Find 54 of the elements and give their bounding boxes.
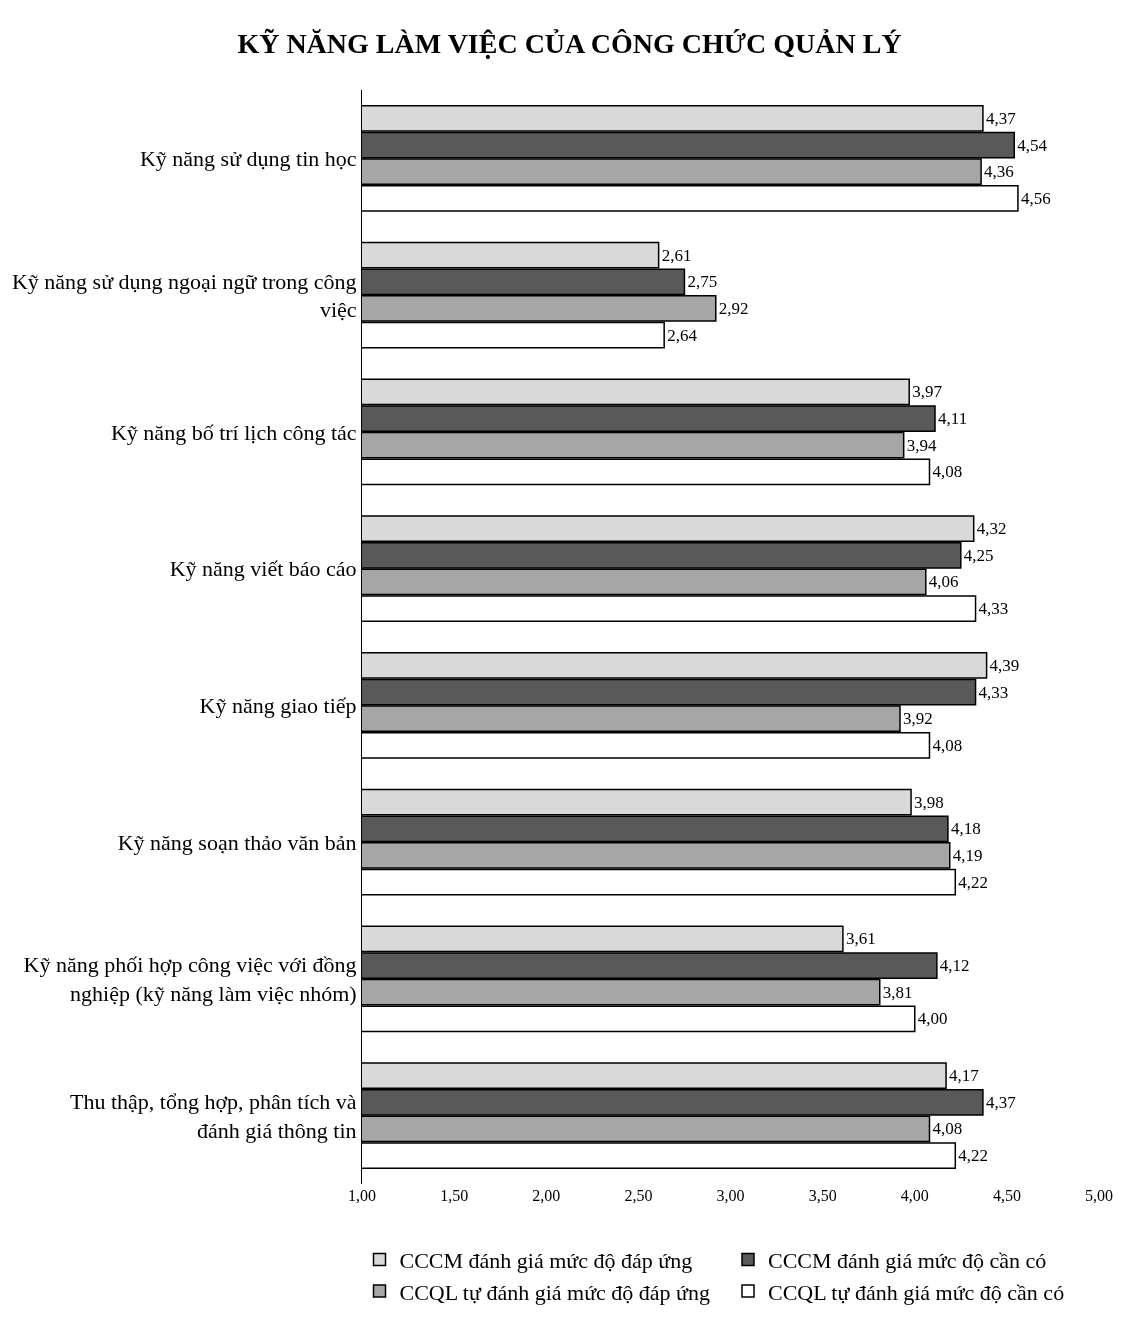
data-label: 4,33 (978, 599, 1009, 619)
x-tick-label: 3,50 (808, 1187, 837, 1204)
y-tick-label: Kỹ năng sử dụng ngoại ngữ trong công việc (11, 268, 357, 323)
x-tick-label: 4,50 (992, 1187, 1021, 1204)
data-label: 4,36 (984, 162, 1014, 182)
data-label: 3,97 (912, 382, 943, 402)
y-tick-label: Kỹ năng sử dụng tin học (139, 146, 357, 172)
data-label: 4,00 (917, 1009, 948, 1029)
x-tick-label: 2,50 (624, 1187, 653, 1204)
legend-label: CCQL tự đánh giá mức độ cần có (768, 1279, 1065, 1305)
data-label: 2,75 (687, 272, 718, 292)
x-tick-label: 3,00 (716, 1187, 745, 1204)
data-label: 4,08 (932, 1119, 963, 1139)
x-tick-label: 2,00 (532, 1187, 561, 1204)
y-tick-label: Kỹ năng giao tiếp (199, 693, 357, 719)
data-label: 4,37 (985, 1092, 1017, 1112)
chart-title: KỸ NĂNG LÀM VIỆC CỦA CÔNG CHỨC QUẢN LÝ (237, 27, 902, 59)
x-tick-label: 1,00 (348, 1187, 376, 1204)
data-label: 4,33 (978, 682, 1009, 702)
data-label: 4,08 (932, 462, 963, 482)
data-label: 4,22 (958, 872, 989, 892)
data-label: 4,22 (958, 1146, 989, 1166)
x-tick-label: 1,50 (440, 1187, 469, 1204)
data-label: 4,32 (976, 519, 1007, 539)
data-label: 4,25 (963, 545, 994, 565)
data-label: 2,64 (667, 325, 698, 345)
data-label: 2,92 (718, 298, 749, 318)
data-label: 3,94 (906, 435, 937, 455)
data-label: 4,18 (950, 819, 981, 839)
legend-label: CCCM đánh giá mức độ cần có (768, 1248, 1047, 1274)
data-label: 4,19 (952, 845, 983, 865)
data-label: 4,56 (1020, 188, 1051, 208)
data-label: 4,08 (932, 735, 963, 755)
legend-label: CCQL tự đánh giá mức độ đáp ứng (399, 1279, 711, 1305)
data-label: 4,39 (989, 655, 1020, 675)
data-label: 3,98 (914, 792, 944, 812)
data-label: 3,61 (845, 929, 876, 949)
x-tick-label: 4,00 (900, 1187, 929, 1204)
y-tick-label: Thu thập, tổng hợp, phân tích và đánh giá thông tin (70, 1089, 357, 1143)
data-label: 3,92 (903, 709, 933, 729)
x-tick-label: 5,00 (1085, 1187, 1113, 1204)
data-label: 3,81 (882, 982, 913, 1002)
data-label: 4,37 (985, 108, 1017, 128)
y-tick-label: Kỹ năng bố trí lịch công tác (110, 419, 357, 445)
y-tick-label: Kỹ năng phối hợp công việc với đồng nghiệp (kỹ năng làm việc nhóm) (23, 952, 357, 1006)
data-label: 4,17 (949, 1066, 980, 1086)
y-tick-label: Kỹ năng viết báo cáo (169, 556, 357, 582)
data-label: 4,12 (939, 956, 970, 976)
data-label: 2,61 (661, 245, 692, 265)
legend-label: CCCM đánh giá mức độ đáp ứng (399, 1248, 693, 1274)
data-label: 4,54 (1017, 135, 1048, 155)
data-label: 4,11 (938, 409, 968, 429)
y-tick-label: Kỹ năng soạn thảo văn bản (117, 829, 357, 855)
data-label: 4,06 (928, 572, 959, 592)
